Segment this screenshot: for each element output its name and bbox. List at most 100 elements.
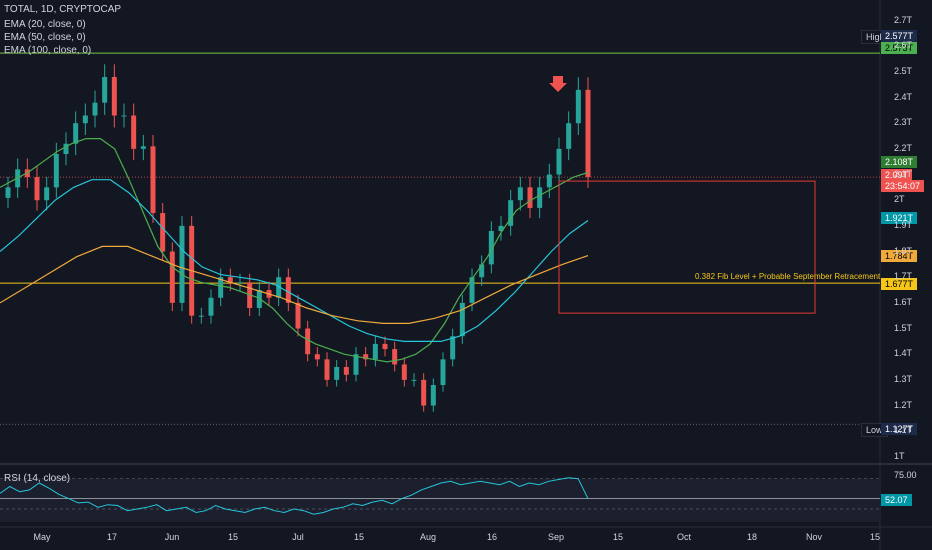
x-tick-label: 15 (227, 532, 239, 542)
candle-body (160, 213, 166, 252)
candle-body (198, 315, 204, 317)
candle-body (585, 89, 591, 178)
candle-body (169, 251, 175, 303)
ema20-line (0, 138, 589, 363)
y-tick-label: 2.2T (894, 142, 913, 153)
candle-body (363, 354, 369, 360)
y-tick-label: 1.8T (894, 245, 913, 256)
x-tick-label: 15 (612, 532, 624, 542)
candle-body (73, 123, 79, 144)
rsi-ob-tick: 75.00 (894, 470, 917, 480)
symbol-title: TOTAL, 1D, CRYPTOCAP (4, 4, 122, 15)
candle-body (498, 225, 504, 231)
high-value-tag: 2.577T (881, 30, 918, 42)
candle-body (479, 264, 485, 278)
candle-body (411, 379, 417, 381)
candle-body (459, 302, 465, 337)
candle-body (82, 115, 88, 124)
x-tick-label: Aug (419, 532, 437, 542)
ema100-line (0, 245, 589, 324)
candle-body (440, 359, 446, 385)
rsi-legend[interactable]: RSI (14, close) (4, 473, 71, 484)
ema50-tag: 1.921T (881, 212, 918, 224)
y-tick-label: 1.4T (894, 348, 913, 359)
x-tick-label: Jul (292, 532, 304, 542)
annotations (549, 76, 816, 314)
candle-body (218, 277, 224, 298)
candle-body (276, 277, 282, 298)
ema50-legend[interactable]: EMA (50, close, 0) (4, 32, 86, 43)
horizontal-levels (0, 52, 880, 425)
top-line-tag: 2.573T (881, 42, 918, 54)
candle-body (140, 146, 146, 149)
candle-body (334, 367, 340, 380)
x-tick-label: Sep (547, 532, 565, 542)
candle-body (508, 200, 514, 226)
candle-body (450, 336, 456, 360)
y-tick-label: 1T (894, 450, 905, 461)
y-tick-label: 1.3T (894, 373, 913, 384)
ema100-tag: 1.784T (881, 250, 918, 262)
x-tick-label: Nov (805, 532, 823, 542)
countdown-tag: 23:54:07 (881, 180, 925, 192)
rsi-value-tag: 52.07 (881, 494, 912, 506)
candle-body (53, 154, 59, 188)
candle-body (285, 277, 291, 303)
candle-body (5, 187, 11, 198)
candle-body (392, 349, 398, 365)
candle-body (382, 343, 388, 350)
x-tick-label: 18 (746, 532, 758, 542)
candle-body (63, 143, 69, 154)
y-tick-label: 2.5T (894, 65, 913, 76)
low-value-tag: 1.127T (881, 423, 918, 435)
x-tick-label: 16 (486, 532, 498, 542)
candle-body (121, 115, 127, 117)
candle-body (131, 115, 137, 149)
candle-body (537, 187, 543, 208)
candle-body (305, 328, 311, 355)
candle-body (150, 146, 156, 214)
candle-body (208, 297, 214, 316)
y-tick-label: 2.3T (894, 117, 913, 128)
ema50-line (0, 179, 589, 342)
candle-body (556, 148, 562, 175)
candle-body (517, 187, 523, 201)
y-tick-label: 1.9T (894, 219, 913, 230)
candle-body (44, 187, 50, 201)
candle-body (575, 89, 581, 124)
y-tick-label: 2.4T (894, 91, 913, 102)
candle-body (353, 354, 359, 375)
candle-body (295, 302, 301, 329)
candle-body (546, 174, 552, 188)
candle-body (527, 187, 533, 208)
fib-level-tag: 1.677T (881, 278, 918, 290)
y-tick-label: 2.7T (894, 14, 913, 25)
x-tick-label: 15 (353, 532, 365, 542)
projection-box (558, 180, 816, 314)
candle-body (111, 77, 117, 116)
candle-body (179, 225, 185, 303)
y-tick-label: 2.6T (894, 40, 913, 51)
candlestick-series (5, 64, 591, 412)
last-price-tag: 2.09T (881, 169, 913, 181)
ema20-legend[interactable]: EMA (20, close, 0) (4, 19, 86, 30)
candle-body (430, 385, 436, 406)
candle-body (237, 282, 243, 284)
candle-body (324, 359, 330, 380)
candle-body (314, 354, 320, 360)
x-tick-label: May (33, 532, 51, 542)
y-tick-label: 1.6T (894, 296, 913, 307)
y-tick-label: 1.5T (894, 322, 913, 333)
rsi-line (0, 477, 589, 515)
x-tick-label: 17 (106, 532, 118, 542)
ema100-legend[interactable]: EMA (100, close, 0) (4, 45, 92, 56)
candle-body (92, 102, 98, 116)
candle-body (227, 277, 233, 283)
y-tick-label: 1.1T (894, 425, 913, 436)
candle-body (102, 77, 108, 103)
y-tick-label: 1.2T (894, 399, 913, 410)
x-tick-label: 15 (869, 532, 881, 542)
candle-body (421, 379, 427, 406)
